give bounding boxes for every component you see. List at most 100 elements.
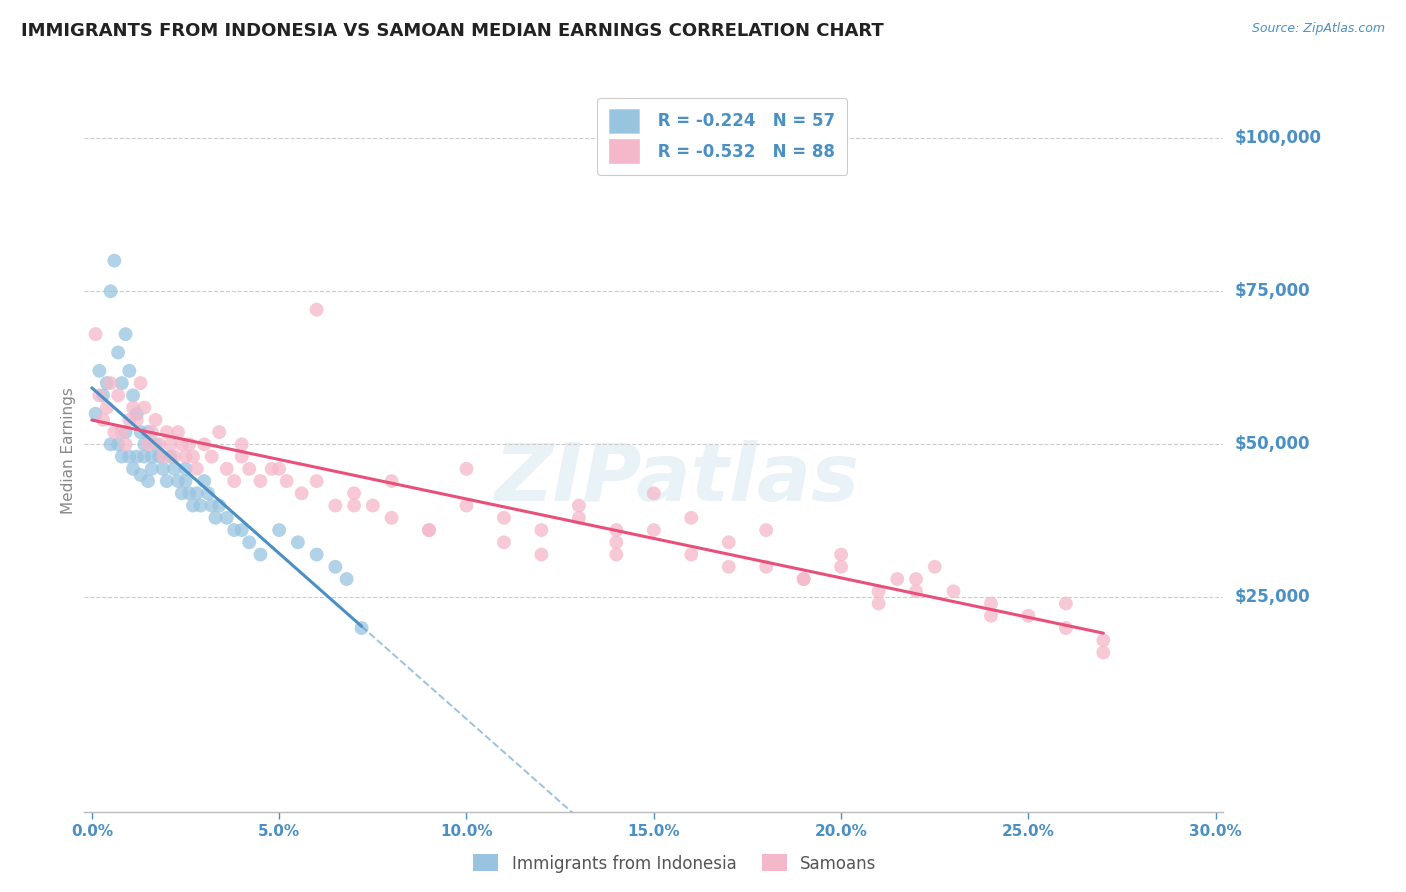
- Point: [224, 523, 246, 537]
- Point: [276, 474, 298, 488]
- Point: [1017, 608, 1039, 623]
- Point: [103, 425, 125, 439]
- Point: [129, 467, 152, 482]
- Point: [152, 450, 174, 464]
- Point: [886, 572, 908, 586]
- Point: [163, 450, 186, 464]
- Point: [148, 437, 170, 451]
- Point: [141, 450, 163, 464]
- Point: [717, 559, 740, 574]
- Legend:  R = -0.224   N = 57,  R = -0.532   N = 88: R = -0.224 N = 57, R = -0.532 N = 88: [598, 97, 846, 175]
- Text: $75,000: $75,000: [1234, 282, 1310, 301]
- Point: [287, 535, 309, 549]
- Point: [111, 450, 134, 464]
- Point: [122, 462, 145, 476]
- Point: [1054, 621, 1077, 635]
- Point: [231, 437, 253, 451]
- Point: [89, 388, 111, 402]
- Point: [100, 376, 122, 390]
- Point: [84, 407, 107, 421]
- Point: [605, 535, 627, 549]
- Point: [325, 559, 347, 574]
- Point: [380, 511, 402, 525]
- Text: $100,000: $100,000: [1234, 129, 1322, 147]
- Point: [492, 511, 515, 525]
- Point: [238, 535, 260, 549]
- Point: [136, 425, 159, 439]
- Point: [755, 523, 778, 537]
- Point: [208, 499, 231, 513]
- Point: [380, 474, 402, 488]
- Point: [905, 572, 928, 586]
- Point: [305, 474, 328, 488]
- Point: [224, 474, 246, 488]
- Point: [793, 572, 815, 586]
- Point: [418, 523, 440, 537]
- Point: [249, 474, 271, 488]
- Point: [179, 437, 201, 451]
- Point: [755, 559, 778, 574]
- Point: [186, 462, 208, 476]
- Point: [204, 511, 226, 525]
- Point: [134, 401, 156, 415]
- Point: [122, 401, 145, 415]
- Text: ZIPatlas: ZIPatlas: [494, 441, 859, 518]
- Point: [905, 584, 928, 599]
- Point: [136, 474, 159, 488]
- Point: [125, 407, 148, 421]
- Point: [361, 499, 384, 513]
- Text: $50,000: $50,000: [1234, 435, 1310, 453]
- Point: [717, 535, 740, 549]
- Point: [793, 572, 815, 586]
- Point: [343, 499, 366, 513]
- Point: [190, 499, 212, 513]
- Point: [96, 376, 118, 390]
- Point: [269, 523, 291, 537]
- Point: [193, 437, 215, 451]
- Point: [830, 548, 852, 562]
- Point: [107, 437, 129, 451]
- Point: [125, 450, 148, 464]
- Point: [418, 523, 440, 537]
- Point: [145, 437, 167, 451]
- Point: [111, 425, 134, 439]
- Point: [350, 621, 373, 635]
- Point: [605, 548, 627, 562]
- Point: [156, 425, 179, 439]
- Point: [568, 511, 591, 525]
- Point: [163, 462, 186, 476]
- Point: [643, 523, 665, 537]
- Point: [89, 364, 111, 378]
- Point: [201, 450, 224, 464]
- Point: [238, 462, 260, 476]
- Point: [118, 364, 141, 378]
- Point: [129, 376, 152, 390]
- Point: [174, 462, 197, 476]
- Point: [145, 413, 167, 427]
- Point: [141, 462, 163, 476]
- Point: [193, 474, 215, 488]
- Point: [325, 499, 347, 513]
- Point: [568, 499, 591, 513]
- Point: [215, 511, 238, 525]
- Point: [91, 413, 114, 427]
- Point: [215, 462, 238, 476]
- Point: [114, 437, 136, 451]
- Point: [924, 559, 946, 574]
- Point: [186, 486, 208, 500]
- Point: [291, 486, 314, 500]
- Point: [456, 499, 478, 513]
- Point: [305, 302, 328, 317]
- Point: [134, 450, 156, 464]
- Point: [492, 535, 515, 549]
- Point: [643, 486, 665, 500]
- Text: $25,000: $25,000: [1234, 589, 1310, 607]
- Text: Source: ZipAtlas.com: Source: ZipAtlas.com: [1251, 22, 1385, 36]
- Point: [148, 450, 170, 464]
- Point: [122, 388, 145, 402]
- Point: [249, 548, 271, 562]
- Point: [114, 425, 136, 439]
- Point: [269, 462, 291, 476]
- Point: [343, 486, 366, 500]
- Point: [605, 523, 627, 537]
